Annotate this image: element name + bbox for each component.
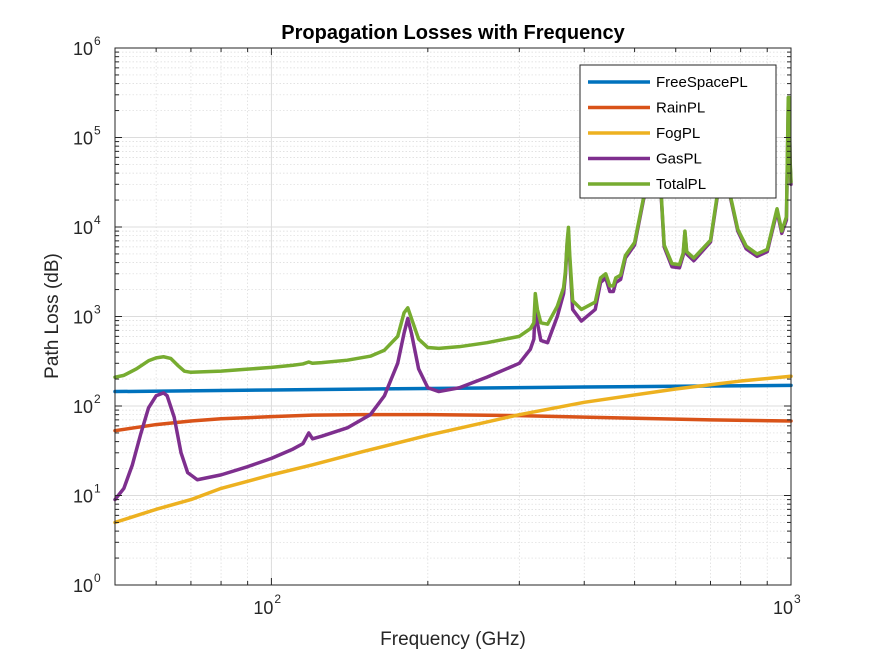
legend-label: RainPL [656,100,705,117]
series-lines [113,95,793,525]
y-tick-label: 10 6 [73,34,101,59]
y-tick-label: 10 2 [73,392,101,417]
legend-entry-rainpl[interactable]: RainPL [588,100,705,117]
x-tick-base: 10 [773,598,793,618]
x-tick-label: 10 3 [773,592,801,618]
y-tick-exponent: 0 [94,571,101,585]
x-tick-exponent: 3 [794,592,801,606]
y-tick-exponent: 6 [94,34,101,48]
y-tick-label: 10 4 [73,213,101,238]
x-axis-label: Frequency (GHz) [380,629,526,650]
x-tick-label: 10 2 [253,592,281,618]
y-tick-label: 10 5 [73,124,101,149]
x-tick-labels: 10 2 10 3 [253,592,801,618]
legend-label: TotalPL [656,176,706,193]
y-tick-base: 10 [73,397,93,417]
y-tick-label: 10 1 [73,482,101,507]
x-tick-exponent: 2 [274,592,281,606]
y-axis-label: Path Loss (dB) [42,253,63,379]
y-tick-exponent: 5 [94,124,101,138]
chart-title: Propagation Losses with Frequency [281,22,625,44]
y-tick-exponent: 4 [94,213,101,227]
y-tick-base: 10 [73,39,93,59]
y-tick-exponent: 1 [94,482,101,496]
legend-label: GasPL [656,151,702,168]
series-line-rainpl [113,412,793,433]
y-tick-base: 10 [73,218,93,238]
y-tick-base: 10 [73,576,93,596]
legend-entry-freespacepl[interactable]: FreeSpacePL [588,74,748,91]
tick-marks [114,47,791,586]
y-tick-exponent: 3 [94,303,101,317]
series-line-totalpl [113,95,793,379]
y-tick-label: 10 0 [73,571,101,596]
legend-entry-gaspl[interactable]: GasPL [588,151,702,168]
legend-entry-totalpl[interactable]: TotalPL [588,176,706,193]
legend[interactable]: FreeSpacePL RainPL FogPL GasPL TotalPL [579,64,777,199]
y-tick-base: 10 [73,308,93,328]
grid [114,47,792,586]
legend-entry-fogpl[interactable]: FogPL [588,125,700,142]
y-tick-base: 10 [73,487,93,507]
y-tick-exponent: 2 [94,392,101,406]
series-line-fogpl [113,374,793,525]
x-tick-base: 10 [253,598,273,618]
legend-label: FreeSpacePL [656,74,748,91]
y-tick-label: 10 3 [73,303,101,328]
y-tick-base: 10 [73,129,93,149]
legend-label: FogPL [656,125,700,142]
